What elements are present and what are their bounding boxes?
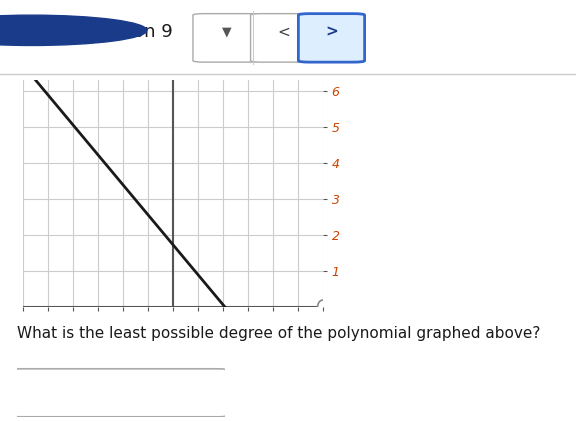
- Text: ▼: ▼: [222, 25, 231, 38]
- Circle shape: [317, 300, 328, 314]
- Circle shape: [0, 15, 147, 45]
- Text: Question 9: Question 9: [75, 23, 173, 41]
- Text: What is the least possible degree of the polynomial graphed above?: What is the least possible degree of the…: [17, 326, 541, 341]
- Text: >: >: [325, 24, 338, 39]
- FancyBboxPatch shape: [251, 13, 317, 62]
- Text: <: <: [278, 24, 290, 39]
- FancyBboxPatch shape: [298, 13, 365, 62]
- FancyBboxPatch shape: [193, 13, 259, 62]
- FancyBboxPatch shape: [9, 369, 229, 417]
